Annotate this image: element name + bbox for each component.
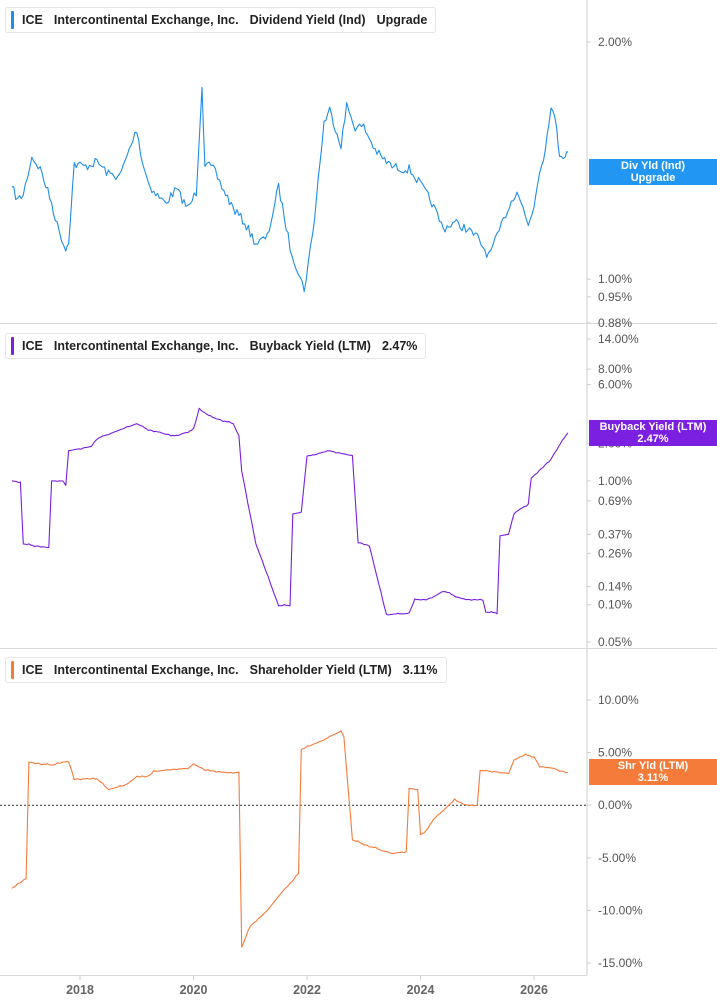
tag-line2: 3.11% [637, 772, 669, 784]
legend-swatch [11, 661, 14, 679]
tag-line1: Buyback Yield (LTM) [599, 421, 707, 433]
legend-company: Intercontinental Exchange, Inc. [53, 339, 239, 353]
tag-dividend-yield: Div Yld (Ind) Upgrade [589, 159, 717, 185]
tag-line2: 2.47% [637, 433, 669, 445]
y-tick-label: 10.00% [598, 693, 639, 707]
y-tick-label: 8.00% [598, 362, 632, 376]
y-tick-label: -10.00% [598, 903, 643, 917]
y-tick-label: 0.05% [598, 635, 632, 649]
y-tick-label: 5.00% [598, 746, 632, 760]
tag-shareholder-yield: Shr Yld (LTM) 3.11% [589, 759, 717, 785]
legend-ticker: ICE [22, 663, 43, 677]
y-tick-label: 0.10% [598, 598, 632, 612]
y-tick-label: 2.00% [598, 35, 632, 49]
y-tick-label: 6.00% [598, 378, 632, 392]
x-tick-label: 2026 [520, 983, 548, 997]
tag-buyback-yield: Buyback Yield (LTM) 2.47% [589, 420, 717, 446]
tag-line2: Upgrade [630, 172, 676, 184]
legend-shareholder-yield[interactable]: ICE Intercontinental Exchange, Inc. Shar… [5, 657, 447, 683]
y-tick-label: 14.00% [598, 332, 639, 346]
x-tick-label: 2018 [66, 983, 94, 997]
y-tick-label: 1.00% [598, 272, 632, 286]
series-line [11, 730, 569, 948]
y-tick-label: 0.14% [598, 580, 632, 594]
y-tick-label: 0.26% [598, 546, 632, 560]
y-tick-label: 0.00% [598, 798, 632, 812]
legend-metric: Dividend Yield (Ind) [249, 13, 366, 27]
tag-line1: Div Yld (Ind) [621, 160, 685, 172]
y-tick-label: 0.69% [598, 494, 632, 508]
legend-swatch [11, 337, 14, 355]
legend-ticker: ICE [22, 13, 43, 27]
legend-value: Upgrade [376, 13, 428, 27]
series-line [11, 86, 569, 293]
x-tick-label: 2022 [293, 983, 321, 997]
legend-value: 3.11% [402, 663, 438, 677]
x-tick-label: 2024 [407, 983, 435, 997]
legend-company: Intercontinental Exchange, Inc. [53, 13, 239, 27]
legend-metric: Shareholder Yield (LTM) [249, 663, 392, 677]
y-tick-label: -5.00% [598, 851, 636, 865]
y-tick-label: 1.00% [598, 474, 632, 488]
legend-dividend-yield[interactable]: ICE Intercontinental Exchange, Inc. Divi… [5, 7, 437, 33]
y-tick-label: -15.00% [598, 956, 643, 970]
y-tick-label: 0.95% [598, 290, 632, 304]
series-line [11, 407, 569, 616]
y-tick-label: 0.88% [598, 316, 632, 330]
legend-metric: Buyback Yield (LTM) [249, 339, 371, 353]
legend-value: 2.47% [381, 339, 418, 353]
x-tick-label: 2020 [180, 983, 208, 997]
legend-ticker: ICE [22, 339, 43, 353]
legend-company: Intercontinental Exchange, Inc. [53, 663, 239, 677]
legend-buyback-yield[interactable]: ICE Intercontinental Exchange, Inc. Buyb… [5, 333, 427, 359]
tag-line1: Shr Yld (LTM) [617, 760, 689, 772]
legend-swatch [11, 11, 14, 29]
y-tick-label: 0.37% [598, 527, 632, 541]
